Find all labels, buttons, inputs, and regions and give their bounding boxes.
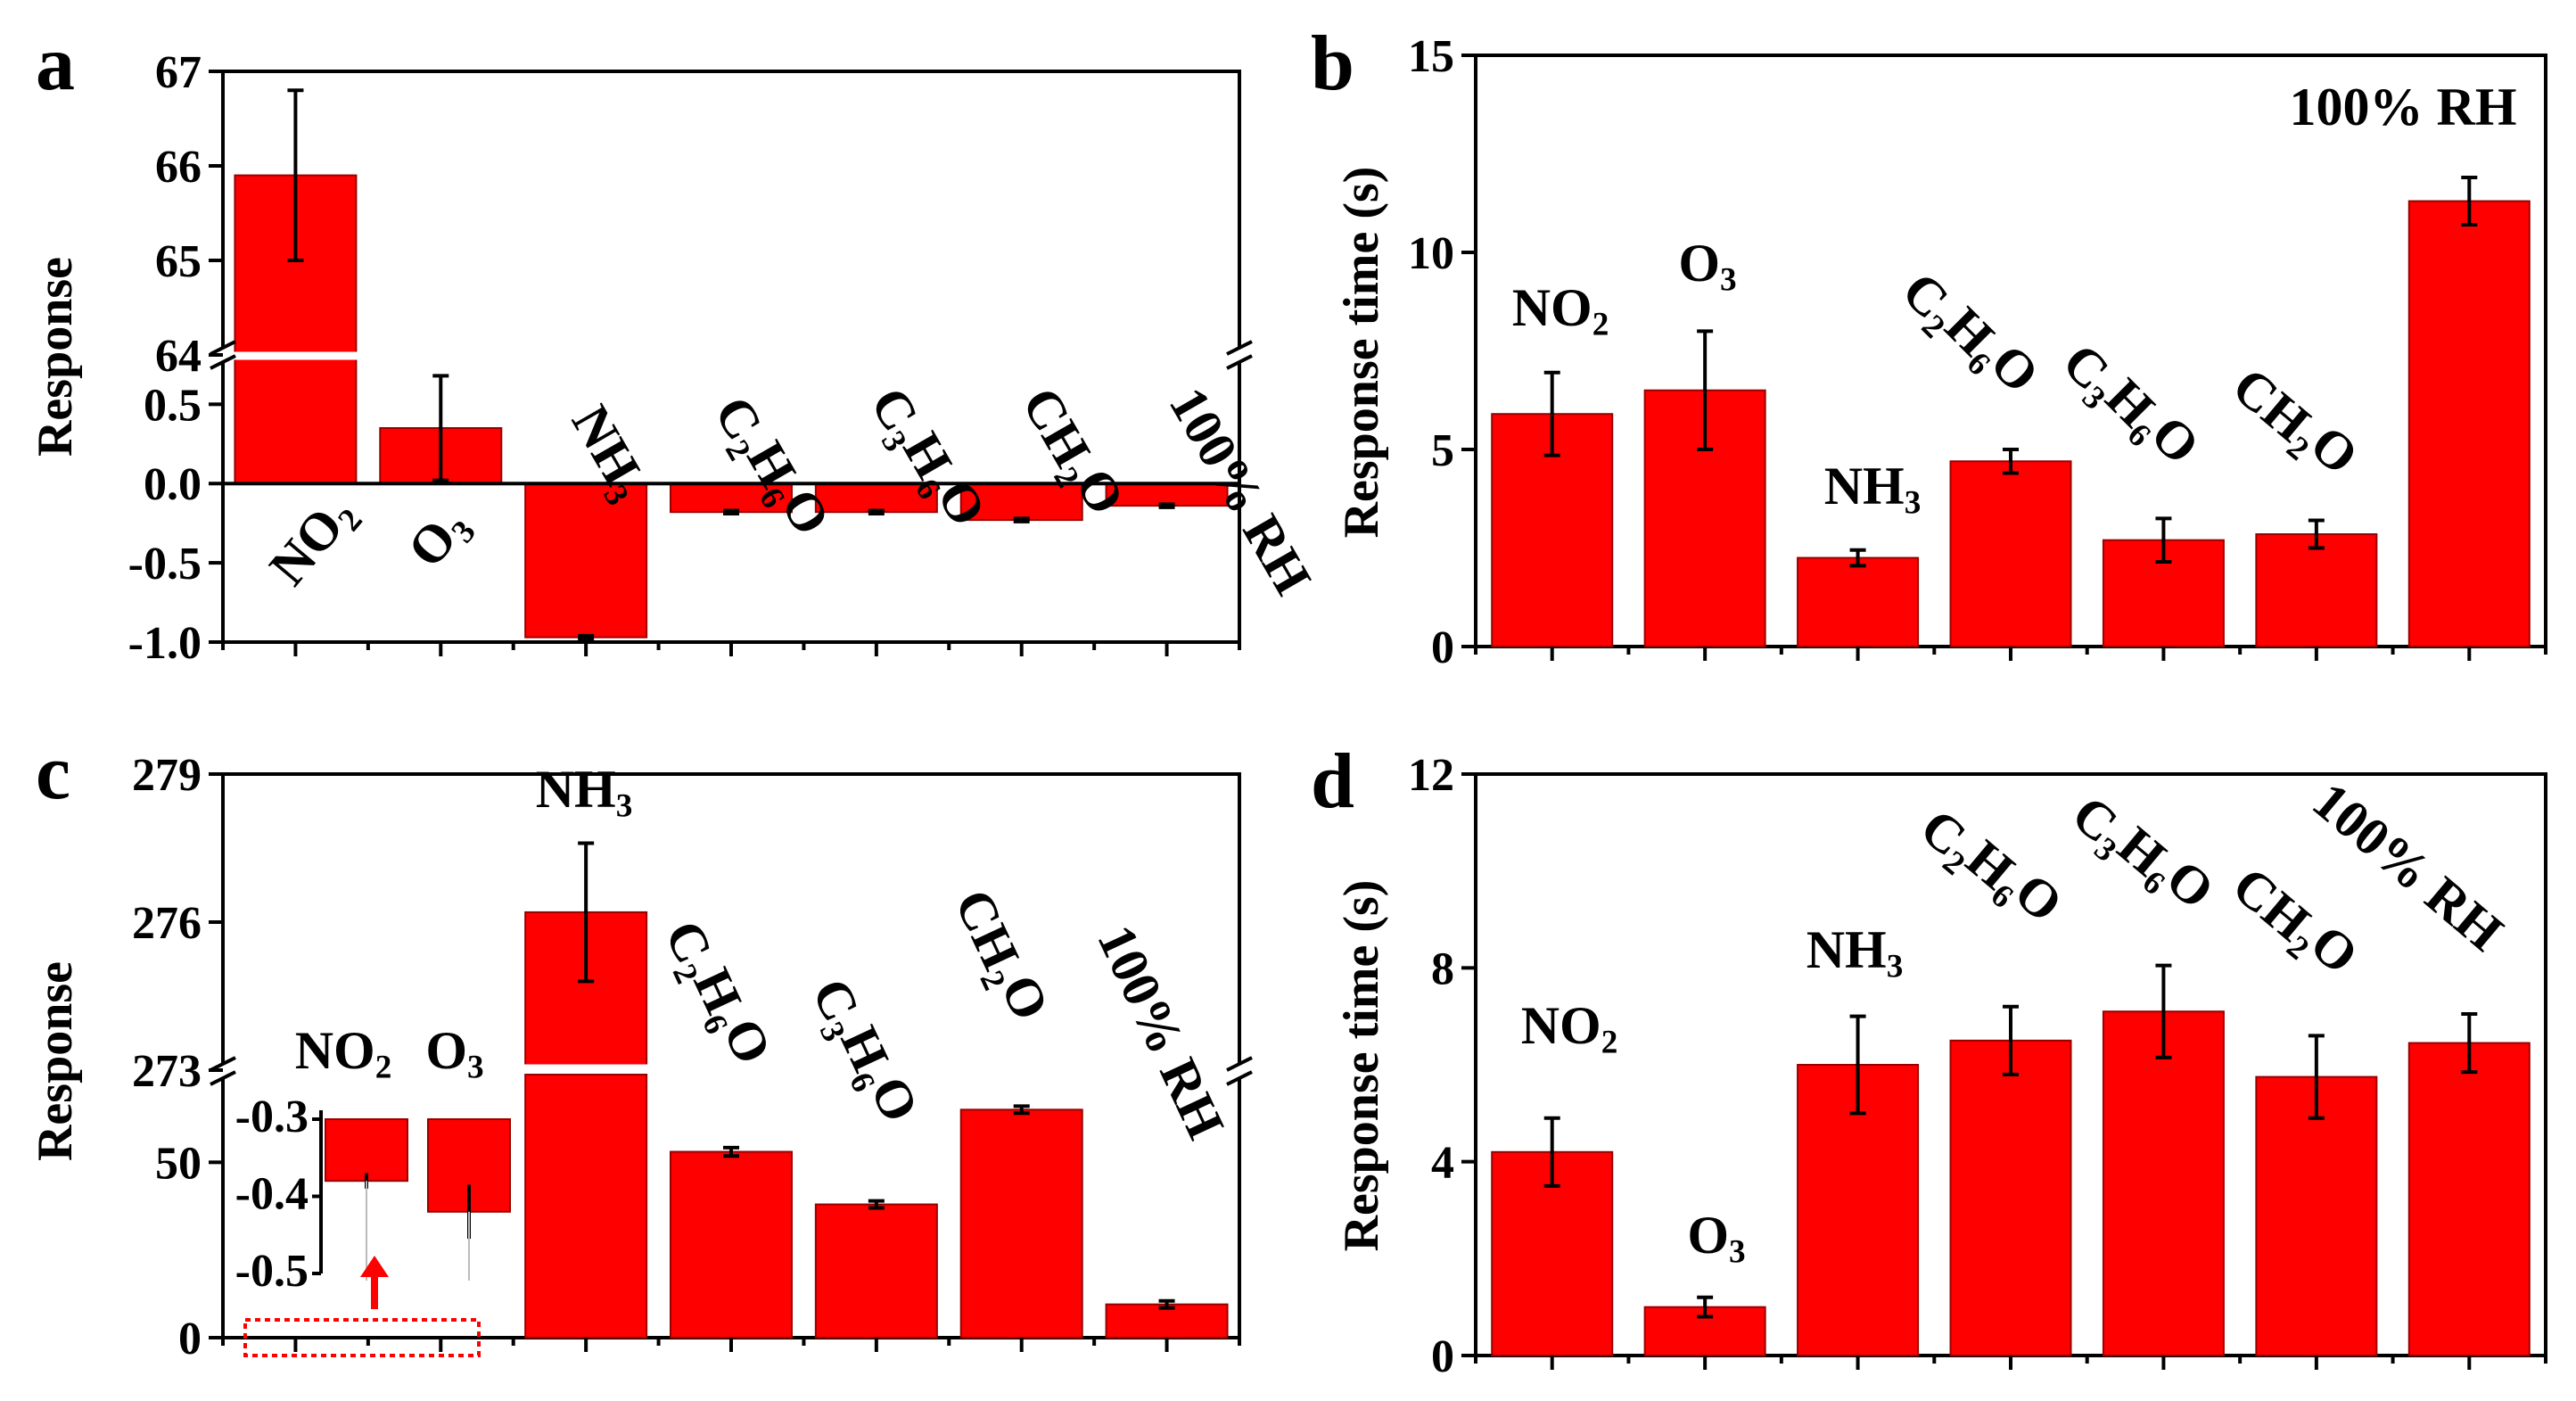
panel-c-axis-break-mark [1226, 1056, 1253, 1072]
panel-c-category-label-6: 100% RH [1086, 917, 1236, 1148]
panel-c-y-axis-label: Response [28, 961, 83, 1161]
panel-b-category-label-6: 100% RH [2290, 78, 2517, 136]
panel-a-axis-break-mark [210, 340, 236, 356]
panel-a-category-label-0: NO2 [258, 484, 369, 600]
panel-a-y-tick-label: 64 [155, 331, 202, 382]
panel-c-axis-break-mark [210, 1056, 236, 1072]
panel-d-y-tick-label: 4 [1431, 1138, 1454, 1189]
panel-c-bar-5 [959, 1108, 1083, 1339]
panel-a-axis-break-mark [210, 354, 236, 370]
panel-c-category-label-5: CH2O [938, 878, 1060, 1034]
panel-a-y-tick-label: 65 [155, 236, 202, 287]
panel-c-bar-2-lower [524, 1074, 648, 1339]
panel-d-y-tick-label: 0 [1431, 1331, 1454, 1382]
panel-c-y-tick-label: 50 [155, 1138, 202, 1189]
panel-d-y-tick-label: 8 [1431, 944, 1454, 994]
panel-b-category-label-4: C3H6O [2047, 324, 2210, 487]
panel-c-bar-3 [670, 1150, 793, 1339]
panel-b-category-label-2: NH3 [1824, 457, 1922, 521]
panel-d-category-label-3: C2H6O [1906, 789, 2074, 947]
panel-b-y-tick-label: 15 [1408, 31, 1454, 82]
panel-a-y-tick-label: 0.5 [144, 380, 202, 431]
panel-b-y-tick-label: 10 [1408, 228, 1454, 279]
panel-d-category-label-4: C3H6O [2058, 776, 2226, 934]
panel-c-inset-arrow-head [360, 1256, 389, 1277]
panel-a-axis-break-mark [1226, 340, 1253, 356]
panel-b-y-tick-label: 0 [1431, 622, 1454, 673]
panel-a-plot-frame [221, 70, 1241, 644]
panel-a-axis-break-mark [1226, 354, 1253, 370]
panel-c-inset-y-tick-label: -0.4 [235, 1169, 309, 1220]
panel-b-bar-2 [1797, 556, 1920, 647]
panel-c-zoom-box [243, 1318, 481, 1357]
panel-a-bar-2 [524, 482, 648, 639]
panel-d-y-tick-label: 12 [1408, 750, 1454, 801]
panel-c-y-tick-label: 279 [132, 750, 202, 801]
panel-c-bar-4 [814, 1203, 938, 1339]
panel-c-category-label-4: C3H6O [795, 965, 930, 1138]
panel-b-bar-3 [1949, 460, 2072, 648]
panel-c-inset-label-0: NO2 [295, 1021, 392, 1085]
panel-c-axis-break-mark [1226, 1070, 1253, 1086]
panel-c-inset-bar-0 [325, 1118, 408, 1183]
panel-a-y-tick-label: 67 [155, 47, 202, 98]
panel-b-bar-5 [2255, 533, 2378, 648]
panel-c-label: c [36, 729, 70, 816]
panel-c-y-tick-label: 273 [132, 1046, 202, 1097]
panel-b-category-label-1: O3 [1678, 234, 1736, 298]
panel-b-category-label-5: CH2O [2218, 352, 2370, 495]
panel-b-category-label-3: C2H6O [1887, 252, 2050, 416]
panel-b-y-tick-label: 5 [1431, 425, 1454, 476]
panel-c-category-label-3: C2H6O [648, 907, 783, 1080]
panel-d-category-label-5: CH2O [2218, 852, 2370, 994]
panel-d-bar-4 [2102, 1010, 2225, 1356]
panel-b-y-axis-label: Response time (s) [1334, 167, 1389, 539]
panel-d-category-label-2: NH3 [1806, 920, 1904, 985]
panel-c-axis-break-mark [210, 1070, 236, 1086]
panel-b-category-label-0: NO2 [1512, 278, 1609, 342]
panel-a-bar-5 [959, 482, 1083, 522]
panel-c-y-tick-label: 0 [178, 1314, 202, 1364]
panel-d-bar-6 [2407, 1042, 2531, 1357]
panel-a-y-tick-label: 0.0 [144, 459, 202, 510]
panel-a-category-label-1: O3 [396, 496, 482, 582]
panel-a-label: a [36, 21, 75, 107]
panel-b-bar-6 [2407, 200, 2531, 647]
panel-c-category-label-2: NH3 [536, 760, 633, 824]
panel-a-y-tick-label: 66 [155, 142, 202, 193]
panel-c-inset-label-1: O3 [425, 1021, 483, 1085]
panel-d-category-label-0: NO2 [1521, 996, 1618, 1060]
panel-c-y-tick-label: 276 [132, 898, 202, 949]
panel-a-category-label-3: C2H6O [698, 381, 842, 553]
panel-d-category-label-1: O3 [1687, 1206, 1745, 1270]
panel-d-label: d [1311, 738, 1354, 825]
panel-a-category-label-4: C3H6O [854, 372, 998, 544]
panel-b-label: b [1311, 21, 1354, 107]
panel-d-y-axis-label: Response time (s) [1334, 880, 1389, 1252]
panel-a-bar-0-lower [234, 356, 358, 485]
panel-c-inset-y-tick-label: -0.5 [235, 1246, 309, 1297]
panel-a-y-tick-label: -0.5 [128, 539, 202, 589]
panel-d-bar-3 [1949, 1039, 2072, 1357]
panel-a-y-axis-label: Response [28, 257, 83, 457]
panel-a-y-tick-label: -1.0 [128, 618, 202, 669]
panel-c-inset-y-tick-label: -0.3 [235, 1092, 309, 1142]
